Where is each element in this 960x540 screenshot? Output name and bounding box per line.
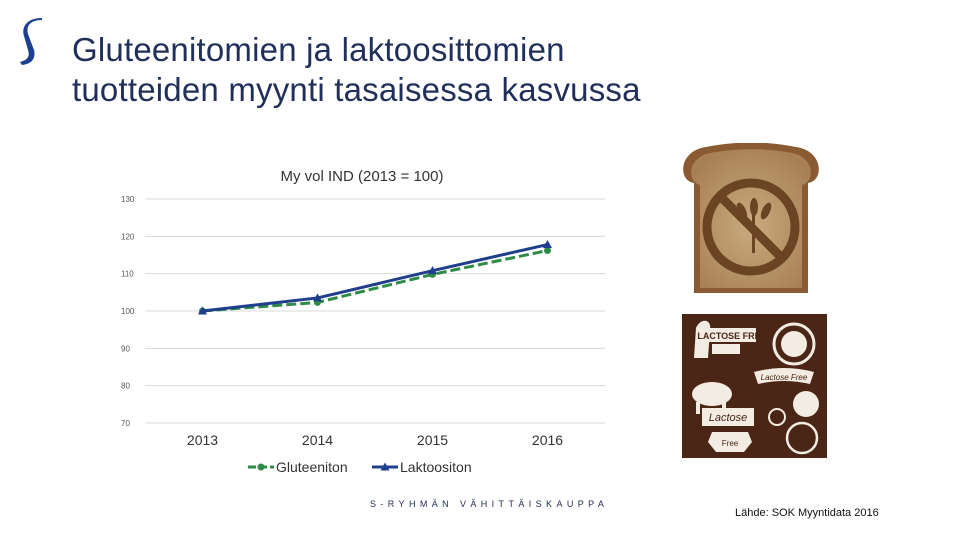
badge-label-2: Lactose Free (761, 373, 808, 382)
legend-marker-laktoositon (380, 462, 390, 471)
title-line-2: tuotteiden myynti tasaisessa kasvussa (72, 71, 641, 108)
data-point-laktoositon (543, 240, 552, 249)
y-tick-label: 90 (121, 344, 130, 353)
gluten-free-bread-image (683, 143, 819, 293)
s-group-logo (20, 18, 42, 65)
data-point-laktoositon (313, 293, 322, 302)
badge-label-1: LACTOSE FREE (697, 331, 766, 341)
chart-legend: Gluteeniton Laktoositon (248, 459, 472, 475)
chart-title: My vol IND (2013 = 100) (281, 168, 444, 185)
badge-label-3: Lactose (709, 412, 748, 424)
slide-title: Gluteenitomien ja laktoosittomien tuotte… (72, 30, 641, 110)
chart-series (198, 240, 552, 315)
x-tick-label: 2016 (532, 432, 563, 448)
y-tick-label: 80 (121, 382, 130, 391)
x-tick-label: 2014 (302, 432, 333, 448)
legend-marker-gluteeniton (257, 463, 265, 471)
data-point-gluteeniton (544, 247, 551, 255)
y-tick-label: 100 (121, 307, 135, 316)
lactose-free-labels-image: LACTOSE FREE Lactose Free Lactose Free (682, 314, 827, 458)
badge-label-4: Free (722, 439, 739, 448)
data-point-laktoositon (198, 306, 207, 315)
series-line-laktoositon (202, 243, 548, 313)
y-tick-label: 70 (121, 419, 130, 428)
x-tick-label: 2015 (417, 432, 448, 448)
series-line-gluteeniton (202, 249, 548, 313)
title-line-1: Gluteenitomien ja laktoosittomien (72, 31, 565, 68)
legend-label-laktoositon: Laktoositon (400, 459, 472, 475)
y-tick-label: 120 (121, 232, 135, 241)
x-axis: 2013 2014 2015 2016 (187, 432, 563, 448)
footer-brand: S-RYHMÄN VÄHITTÄISKAUPPA (370, 499, 609, 509)
source-note: Lähde: SOK Myyntidata 2016 (735, 507, 879, 519)
y-axis: 70 80 90 100 110 120 130 (121, 195, 135, 428)
x-tick-label: 2013 (187, 432, 218, 448)
legend-label-gluteeniton: Gluteeniton (276, 459, 348, 475)
y-tick-label: 110 (121, 270, 134, 279)
y-tick-label: 130 (121, 195, 135, 204)
sales-index-chart: My vol IND (2013 = 100) 70 80 90 100 110 120 1… (121, 168, 605, 475)
data-point-laktoositon (428, 266, 437, 275)
